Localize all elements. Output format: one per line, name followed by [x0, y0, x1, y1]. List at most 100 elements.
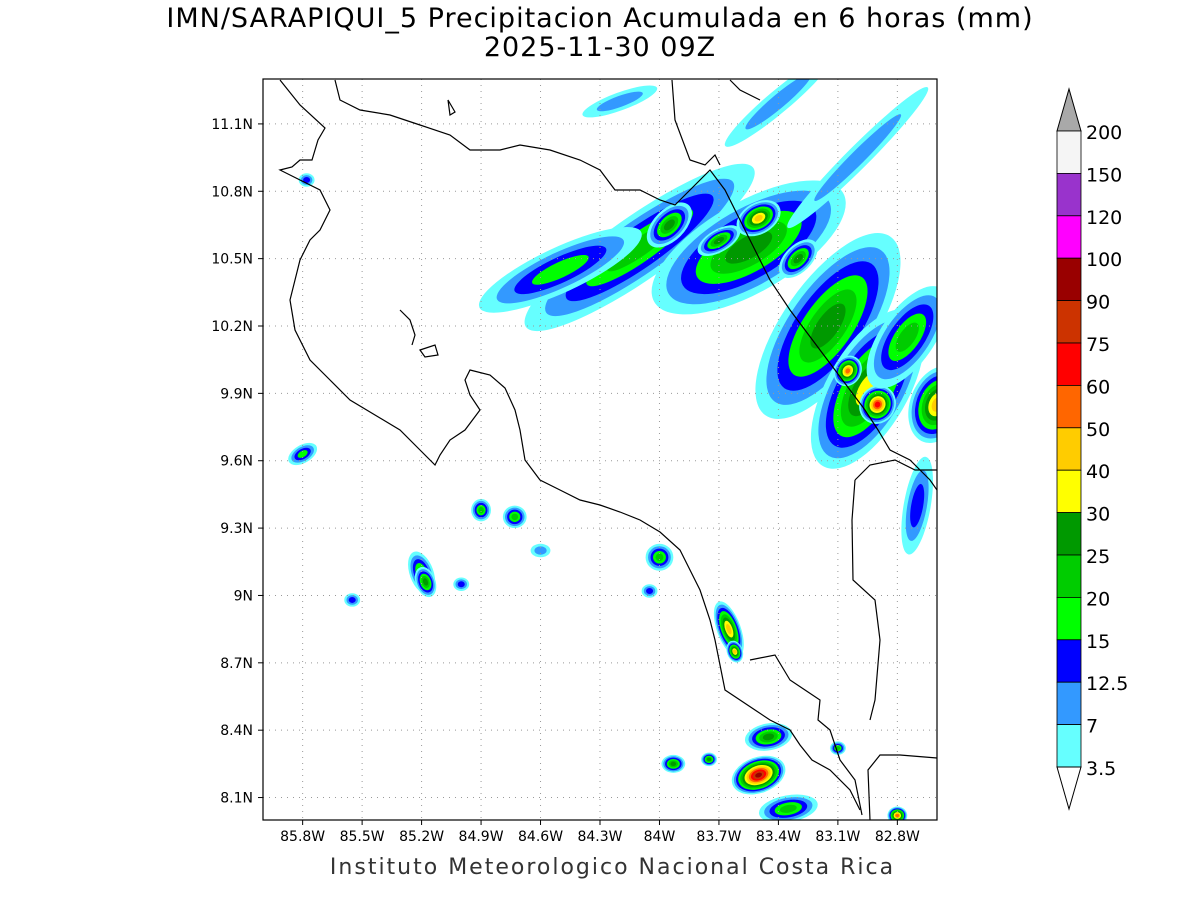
axis-ticks: 85.8W 85.5W 85.2W 84.9W 84.6W 84.3W 84W 83.7W 83…	[211, 117, 920, 845]
precip-cells	[288, 79, 937, 820]
colorbar-swatch	[1056, 342, 1082, 386]
precip-cell	[344, 593, 361, 607]
precip-cell	[641, 584, 658, 598]
lon-tick-label: 84.6W	[518, 829, 563, 845]
lat-tick-label: 8.7N	[220, 656, 253, 672]
lat-tick-label: 9.9N	[220, 386, 253, 402]
precip-cell	[833, 355, 862, 387]
precip-cell	[866, 286, 937, 389]
precip-contour	[596, 91, 643, 112]
colorbar-label: 25	[1086, 546, 1110, 568]
map-subtitle: 2025-11-30 09Z	[483, 32, 717, 63]
precip-cell	[736, 200, 781, 237]
map-title: IMN/SARAPIQUI_5 Precipitacion Acumulada …	[166, 3, 1034, 34]
credit-text: Instituto Meteorologico Nacional Costa R…	[329, 855, 896, 880]
colorbar-label: 3.5	[1086, 758, 1116, 780]
lat-tick-label: 9.6N	[220, 454, 253, 470]
lat-lon-grid	[263, 79, 937, 820]
precip-cell	[724, 79, 833, 147]
precip-cell	[471, 498, 491, 522]
colorbar-label: 12.5	[1086, 673, 1128, 695]
precip-cell	[701, 752, 717, 767]
precip-contour	[910, 483, 925, 528]
precip-contour	[745, 79, 812, 130]
precip-cell	[478, 227, 642, 313]
colorbar-label: 90	[1086, 292, 1110, 314]
precip-cell	[901, 456, 933, 555]
precip-contour	[534, 546, 547, 555]
lon-tick-label: 84.9W	[459, 829, 504, 845]
precip-contour	[670, 761, 677, 767]
colorbar-swatch	[1056, 384, 1082, 429]
precip-contour	[646, 587, 654, 594]
colorbar-swatch	[1056, 172, 1082, 217]
precip-cell	[453, 577, 470, 591]
colorbar-label: 200	[1086, 122, 1122, 144]
lon-tick-label: 85.8W	[280, 829, 325, 845]
precip-contour	[655, 553, 664, 562]
colorbar-swatch	[1056, 215, 1082, 259]
coastline	[278, 79, 937, 820]
colorbar-swatch	[1056, 681, 1082, 726]
precip-contour	[726, 623, 732, 635]
precip-cell	[582, 85, 658, 118]
colorbar-swatch	[1056, 300, 1082, 344]
lat-tick-label: 11.1N	[211, 117, 253, 133]
precip-cell	[288, 442, 318, 466]
colorbar-swatch	[1056, 512, 1082, 556]
precip-cell	[787, 87, 929, 229]
precip-contour	[895, 814, 900, 818]
lon-tick-label: 83.4W	[756, 829, 801, 845]
precip-cell	[887, 806, 908, 820]
precip-contour	[845, 368, 851, 374]
colorbar-label: 20	[1086, 588, 1110, 610]
lat-tick-label: 10.2N	[211, 319, 253, 335]
precip-contour	[348, 596, 356, 603]
precip-contour	[713, 236, 725, 245]
precip-contour	[755, 772, 762, 778]
colorbar-label: 60	[1086, 376, 1110, 398]
precip-contour	[874, 401, 881, 408]
precip-contour	[663, 219, 675, 231]
precip-cell	[651, 180, 846, 315]
colorbar-swatch	[1056, 469, 1082, 514]
precip-cell	[697, 225, 741, 257]
lon-tick-label: 83.7W	[696, 829, 741, 845]
lat-tick-label: 10.5N	[211, 252, 253, 268]
precip-contour	[754, 214, 763, 222]
precip-contour	[732, 649, 737, 654]
precip-cell	[645, 543, 674, 571]
precip-cell	[530, 543, 551, 558]
precip-contour	[511, 513, 519, 521]
precip-cell	[661, 754, 686, 773]
precip-cell	[646, 202, 692, 248]
lat-tick-label: 9N	[234, 588, 253, 604]
colorbar-swatch	[1056, 130, 1082, 174]
precip-contour	[762, 733, 775, 741]
precip-contour	[814, 114, 902, 201]
colorbar-label: 50	[1086, 419, 1110, 441]
precip-cell	[859, 385, 896, 424]
lat-tick-label: 9.3N	[220, 521, 253, 537]
precip-contour	[422, 578, 429, 586]
colorbar-swatch	[1056, 639, 1082, 683]
precip-cell	[726, 640, 744, 663]
colorbar-label: 7	[1086, 716, 1098, 738]
lon-tick-label: 83.1W	[815, 829, 860, 845]
precip-contour	[303, 177, 311, 184]
precip-contour	[297, 450, 308, 458]
colorbar-label: 120	[1086, 207, 1122, 229]
lon-tick-label: 85.5W	[340, 829, 385, 845]
colorbar-label: 30	[1086, 504, 1110, 526]
colorbar-label: 150	[1086, 164, 1122, 186]
precip-cell	[731, 755, 786, 795]
colorbar-swatch	[1056, 554, 1082, 598]
colorbar-label: 15	[1086, 631, 1110, 653]
colorbar-swatch	[1056, 724, 1082, 768]
precip-contour	[793, 253, 803, 264]
precip-contour	[895, 322, 919, 352]
colorbar-swatch	[1056, 257, 1082, 302]
precip-cell	[414, 566, 437, 598]
colorbar-swatch	[1056, 597, 1082, 641]
